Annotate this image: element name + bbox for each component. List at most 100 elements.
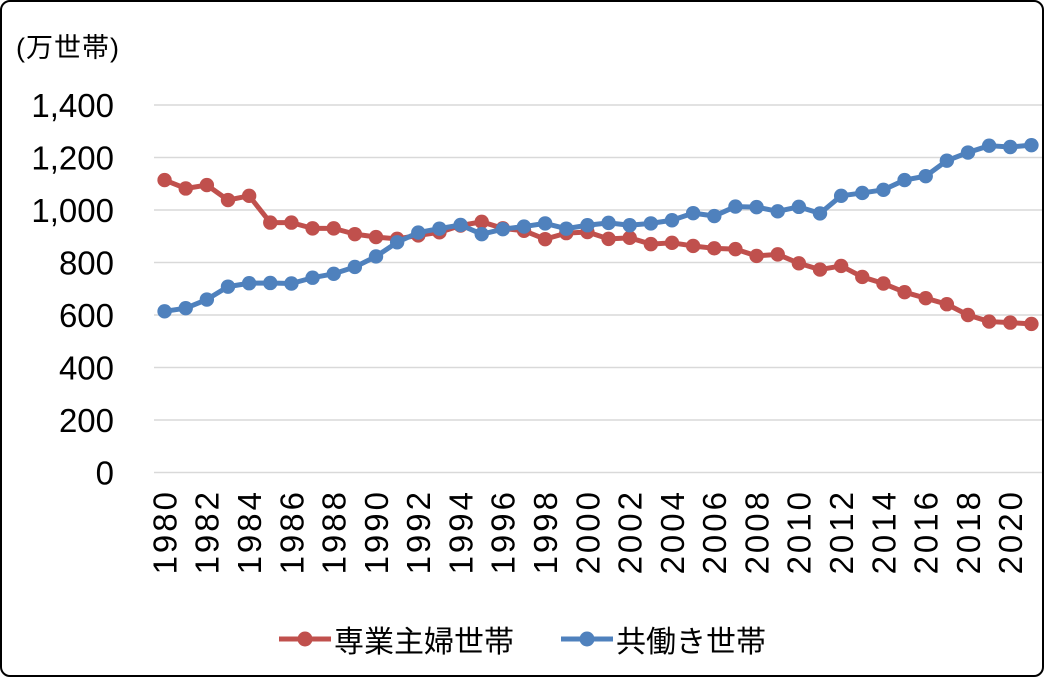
data-point-marker <box>855 269 870 285</box>
x-axis-tick-label: 2020 <box>992 489 1029 574</box>
data-point-marker <box>643 216 659 231</box>
data-point-marker <box>241 188 257 204</box>
legend-line-marker-icon <box>561 631 613 647</box>
y-axis-tick-label: 600 <box>59 297 114 334</box>
y-axis-tick-label: 1,200 <box>31 139 114 176</box>
data-point-marker <box>622 218 637 233</box>
y-axis-tick-label: 1,000 <box>31 192 114 229</box>
data-point-marker <box>580 218 595 233</box>
y-axis-tick-label: 1,400 <box>31 87 114 124</box>
x-axis-tick-label: 2008 <box>738 489 775 574</box>
data-point-marker <box>707 241 722 256</box>
data-point-marker <box>833 258 849 274</box>
data-point-marker <box>178 181 193 196</box>
y-axis-tick-label: 800 <box>59 244 114 281</box>
data-point-marker <box>791 199 807 215</box>
data-point-marker <box>241 276 257 291</box>
data-point-marker <box>178 300 193 316</box>
data-point-marker <box>601 215 616 231</box>
data-point-marker <box>347 226 363 242</box>
data-point-marker <box>537 231 553 247</box>
data-point-marker <box>664 235 680 251</box>
data-point-marker <box>791 256 807 271</box>
x-axis-tick-label: 2014 <box>865 489 902 574</box>
data-point-marker <box>220 192 236 208</box>
x-axis-tick-label: 1984 <box>231 489 268 574</box>
y-axis-tick-label: 0 <box>96 454 114 491</box>
data-point-marker <box>474 214 489 230</box>
data-point-marker <box>664 213 680 228</box>
x-axis-tick-label: 1982 <box>189 489 226 574</box>
data-point-marker <box>685 205 701 221</box>
data-point-marker <box>981 138 997 153</box>
data-point-marker <box>728 199 743 214</box>
data-point-marker <box>643 236 659 252</box>
data-point-marker <box>220 279 236 294</box>
data-point-marker <box>876 182 891 197</box>
y-axis-tick-label: 400 <box>59 349 114 386</box>
x-axis-tick-label: 1988 <box>316 489 353 574</box>
x-axis-tick-label: 2000 <box>569 489 606 574</box>
x-axis-tick-label: 1980 <box>146 489 183 574</box>
x-axis-tick-label: 1986 <box>273 489 310 574</box>
data-point-marker <box>389 235 405 250</box>
data-point-marker <box>876 276 891 291</box>
data-point-marker <box>960 145 976 160</box>
x-axis-tick-label: 1996 <box>485 489 522 574</box>
data-point-marker <box>622 230 637 246</box>
data-point-marker <box>495 221 511 237</box>
x-axis-tick-label: 2012 <box>823 489 860 574</box>
data-point-marker <box>833 188 849 204</box>
data-point-marker <box>368 229 384 245</box>
data-point-marker <box>432 221 447 236</box>
data-point-marker <box>939 297 955 312</box>
data-point-marker <box>770 204 785 219</box>
data-point-marker <box>812 262 828 277</box>
data-point-marker <box>770 247 785 262</box>
x-axis-tick-label: 2016 <box>908 489 945 574</box>
data-point-marker <box>516 219 532 234</box>
data-point-marker <box>897 172 912 188</box>
data-point-marker <box>728 241 743 257</box>
legend-label-tomobataraki: 共働き世帯 <box>616 626 766 659</box>
data-point-marker <box>559 221 574 236</box>
data-point-marker <box>1003 315 1018 330</box>
data-point-marker <box>855 185 870 201</box>
data-point-marker <box>685 238 701 254</box>
legend: 専業主婦世帯 共働き世帯 <box>2 614 1042 664</box>
x-axis-tick-label: 1992 <box>400 489 437 574</box>
data-point-marker <box>199 292 215 307</box>
x-axis-tick-label: 2002 <box>612 489 649 574</box>
x-axis-tick-label: 2018 <box>950 489 987 574</box>
data-point-marker <box>537 216 553 231</box>
data-point-marker <box>601 231 616 247</box>
data-point-marker <box>939 153 955 168</box>
x-axis-tick-label: 2010 <box>781 489 818 574</box>
data-point-marker <box>157 172 172 188</box>
data-point-marker <box>305 270 320 285</box>
x-axis-tick-label: 2004 <box>654 489 691 574</box>
data-point-marker <box>897 284 912 300</box>
data-point-marker <box>411 225 426 240</box>
x-axis-tick-label: 1994 <box>442 489 479 574</box>
data-point-marker <box>1024 316 1039 332</box>
x-axis-tick-label: 2006 <box>696 489 733 574</box>
legend-label-sengyo-shufu: 専業主婦世帯 <box>334 626 514 659</box>
data-point-marker <box>326 221 341 236</box>
data-point-marker <box>812 206 828 221</box>
data-point-marker <box>1024 137 1039 153</box>
data-point-marker <box>707 208 722 224</box>
x-axis-tick-label: 1998 <box>527 489 564 574</box>
data-point-marker <box>1003 139 1018 155</box>
data-point-marker <box>918 291 933 306</box>
legend-item-sengyo-shufu: 専業主婦世帯 <box>278 617 514 661</box>
legend-line-marker-icon <box>279 631 331 647</box>
x-axis-tick-label: 1990 <box>358 489 395 574</box>
data-point-marker <box>368 249 384 264</box>
data-point-marker <box>960 307 976 323</box>
data-point-marker <box>453 217 468 233</box>
data-point-marker <box>305 221 320 236</box>
y-axis-tick-label: 200 <box>59 402 114 439</box>
